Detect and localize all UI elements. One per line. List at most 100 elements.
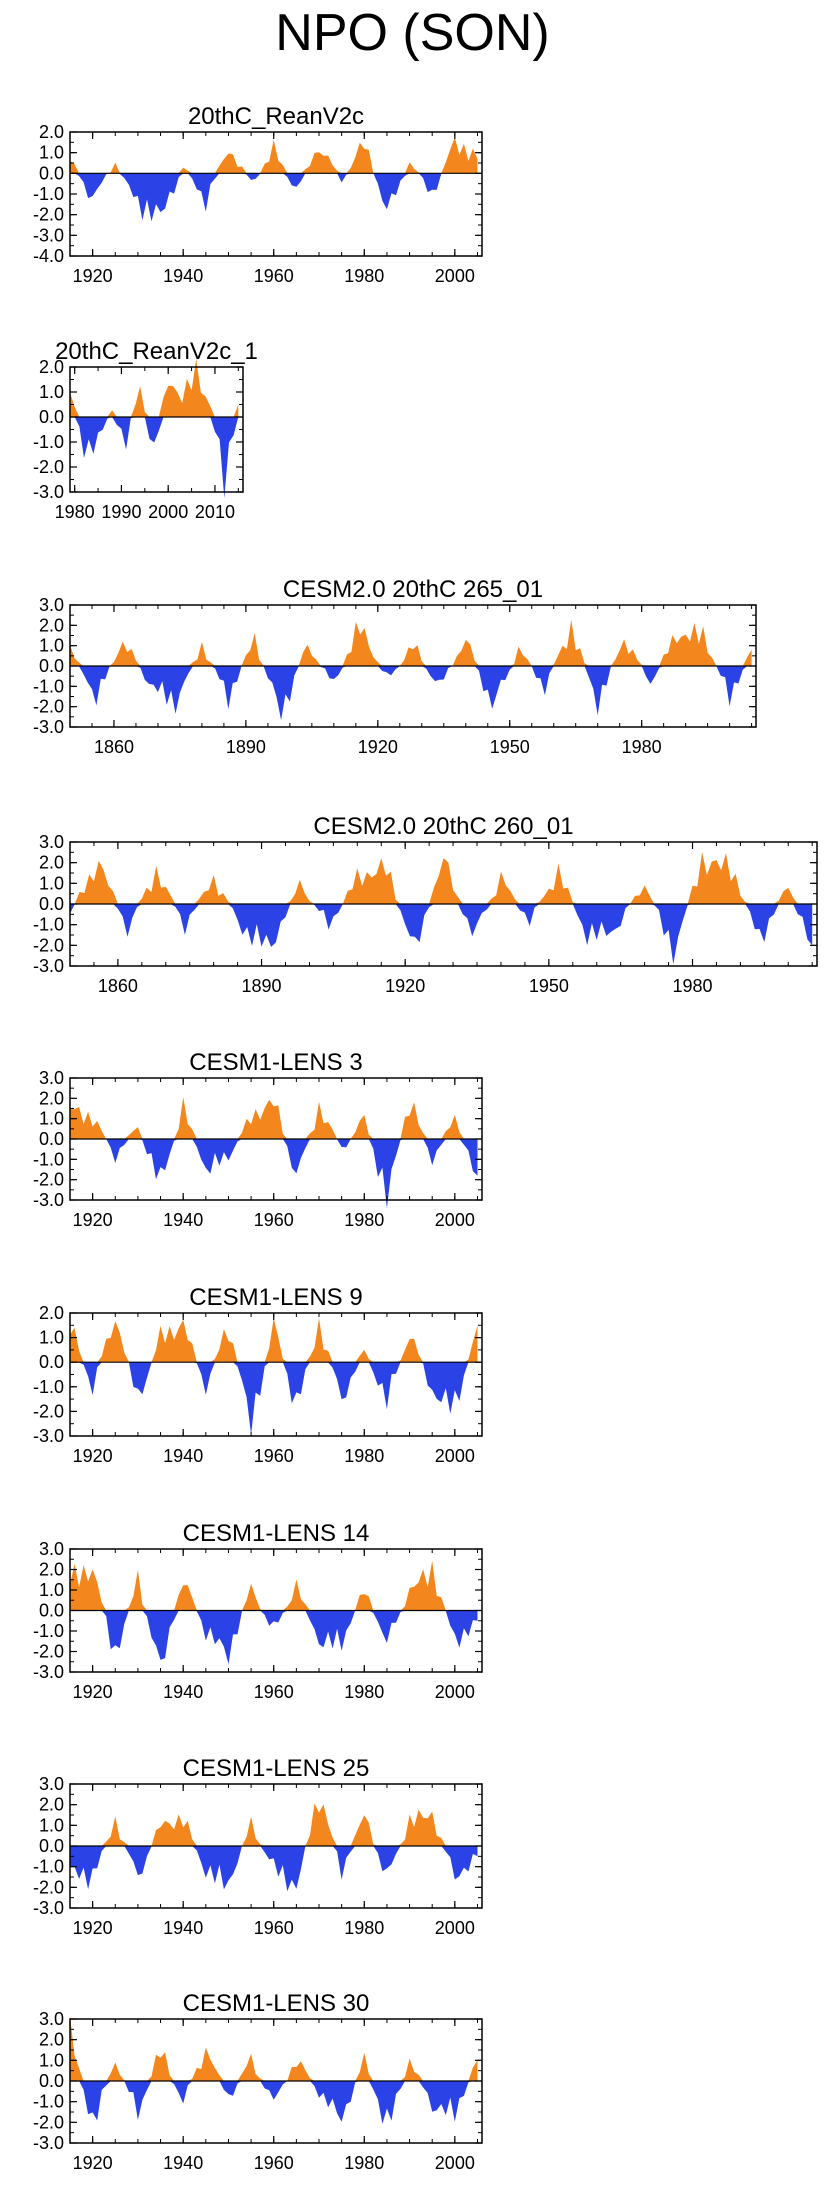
negative-anomaly-area	[70, 417, 239, 499]
x-tick-label: 1860	[94, 737, 134, 757]
x-tick-label: 1990	[101, 502, 141, 522]
y-tick-label: 2.0	[39, 615, 64, 635]
x-tick-label: 1960	[254, 266, 294, 286]
y-tick-label: 3.0	[39, 595, 64, 615]
y-tick-label: 0.0	[39, 407, 64, 427]
x-tick-label: 1940	[163, 1210, 203, 1230]
y-tick-label: 3.0	[39, 1774, 64, 1794]
y-tick-label: 0.0	[39, 1836, 64, 1856]
positive-anomaly-area	[70, 1803, 478, 1846]
y-tick-label: 1.0	[39, 1815, 64, 1835]
y-tick-label: -1.0	[33, 676, 64, 696]
y-tick-label: 2.0	[39, 1795, 64, 1815]
x-tick-label: 1920	[385, 976, 425, 996]
x-tick-label: 1980	[672, 976, 712, 996]
x-tick-label: 1920	[358, 737, 398, 757]
chart-title: CESM2.0 20thC 260_01	[313, 813, 573, 840]
positive-anomaly-area	[70, 1560, 478, 1611]
x-tick-label: 2000	[435, 1210, 475, 1230]
y-tick-label: 1.0	[39, 873, 64, 893]
y-tick-label: 2.0	[39, 1088, 64, 1108]
chart-panel-7: CESM1-LENS 14 3.02.01.00.0-1.0-2.0-3.0 192…	[33, 1520, 483, 1702]
x-tick-label: 1920	[73, 1682, 113, 1702]
y-tick-label: 1.0	[39, 382, 64, 402]
y-tick-label: 0.0	[39, 163, 64, 183]
y-tick-label: 3.0	[39, 2009, 64, 2029]
x-tick-label: 1960	[254, 2153, 294, 2173]
positive-anomaly-area	[70, 1318, 478, 1363]
y-tick-label: 0.0	[39, 1601, 64, 1621]
x-tick-label: 1980	[55, 502, 95, 522]
y-tick-label: -1.0	[33, 1857, 64, 1877]
y-tick-label: -3.0	[33, 225, 64, 245]
y-tick-label: 0.0	[39, 2071, 64, 2091]
positive-anomaly-area	[70, 137, 478, 174]
chart-title: CESM1-LENS 30	[183, 1990, 370, 2017]
chart-title: CESM1-LENS 25	[183, 1755, 370, 1782]
x-tick-label: 1860	[98, 976, 138, 996]
y-tick-label: 0.0	[39, 1129, 64, 1149]
x-tick-label: 1920	[73, 1918, 113, 1938]
positive-anomaly-area	[70, 619, 752, 666]
x-tick-label: 1980	[622, 737, 662, 757]
x-tick-label: 1920	[73, 1210, 113, 1230]
x-tick-label: 2000	[435, 1682, 475, 1702]
x-tick-label: 1960	[254, 1446, 294, 1466]
x-tick-label: 1980	[344, 2153, 384, 2173]
negative-anomaly-area	[70, 1362, 478, 1435]
negative-anomaly-area	[70, 173, 478, 222]
positive-anomaly-area	[70, 1096, 478, 1139]
negative-anomaly-area	[70, 904, 813, 965]
y-tick-label: 0.0	[39, 894, 64, 914]
negative-anomaly-area	[70, 1139, 478, 1209]
x-tick-label: 2000	[148, 502, 188, 522]
x-tick-label: 1890	[226, 737, 266, 757]
x-tick-label: 1940	[163, 2153, 203, 2173]
y-tick-label: -3.0	[33, 482, 64, 502]
y-tick-label: 1.0	[39, 143, 64, 163]
x-tick-label: 1980	[344, 266, 384, 286]
y-tick-label: -2.0	[33, 1401, 64, 1421]
positive-anomaly-area	[70, 2015, 478, 2081]
y-tick-label: 1.0	[39, 1580, 64, 1600]
y-tick-label: -3.0	[33, 1190, 64, 1210]
x-tick-label: 1950	[529, 976, 569, 996]
x-tick-label: 1980	[344, 1918, 384, 1938]
chart-panel-9: CESM1-LENS 30 3.02.01.00.0-1.0-2.0-3.0 192…	[33, 1990, 483, 2173]
x-tick-label: 1940	[163, 1446, 203, 1466]
x-tick-label: 2000	[435, 2153, 475, 2173]
y-tick-label: -2.0	[33, 205, 64, 225]
x-tick-label: 2000	[435, 266, 475, 286]
chart-title: CESM1-LENS 14	[183, 1520, 370, 1547]
x-tick-label: 1960	[254, 1918, 294, 1938]
y-tick-label: -3.0	[33, 1898, 64, 1918]
y-tick-label: -3.0	[33, 1662, 64, 1682]
y-tick-label: -3.0	[33, 1426, 64, 1446]
y-tick-label: -1.0	[33, 1377, 64, 1397]
y-tick-label: -4.0	[33, 246, 64, 266]
chart-title: CESM1-LENS 3	[189, 1049, 362, 1076]
y-tick-label: -2.0	[33, 2112, 64, 2132]
negative-anomaly-area	[70, 2081, 478, 2124]
x-tick-label: 2010	[195, 502, 235, 522]
chart-panel-2: 20thC_ReanV2c_12.0 1.0 0.0 -1.0 -2.0 -3.01980…	[33, 338, 258, 522]
y-tick-label: -2.0	[33, 697, 64, 717]
x-tick-label: 1940	[163, 1682, 203, 1702]
y-tick-label: 3.0	[39, 832, 64, 852]
chart-title: CESM2.0 20thC 265_01	[283, 576, 543, 603]
y-tick-label: -3.0	[33, 956, 64, 976]
negative-anomaly-area	[70, 1846, 478, 1892]
chart-panel-8: CESM1-LENS 25 3.02.01.00.0-1.0-2.0-3.0 192…	[33, 1755, 483, 1938]
chart-panel-6: CESM1-LENS 9 2.0 1.0 0.0 -1.0 -2.0 -3.0 1920 194…	[33, 1284, 483, 1466]
x-tick-label: 1980	[344, 1446, 384, 1466]
x-tick-label: 1920	[73, 266, 113, 286]
positive-anomaly-area	[70, 359, 239, 417]
y-tick-label: 0.0	[39, 1352, 64, 1372]
x-tick-label: 1960	[254, 1682, 294, 1702]
y-tick-label: 3.0	[39, 1068, 64, 1088]
chart-panel-1: 20thC_ReanV2c 2.01.00.0-1.0-2.0-3.0-4.0 19…	[33, 103, 483, 286]
x-tick-label: 1940	[163, 1918, 203, 1938]
y-tick-label: 1.0	[39, 1328, 64, 1348]
x-tick-label: 1920	[73, 1446, 113, 1466]
chart-title: 20thC_ReanV2c	[188, 103, 364, 130]
